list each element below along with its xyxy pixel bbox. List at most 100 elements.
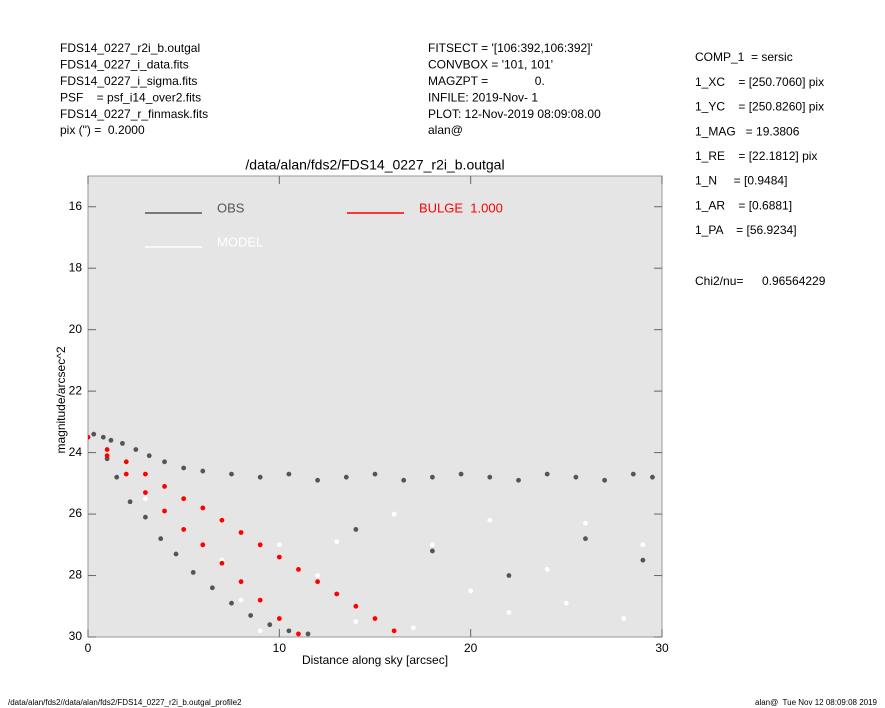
chi2-label: Chi2/nu= xyxy=(695,274,743,288)
data-point xyxy=(583,536,588,542)
data-point xyxy=(516,477,521,483)
header-middle-line: PLOT: 12-Nov-2019 08:09:08.00 xyxy=(428,107,601,121)
data-point xyxy=(162,459,167,465)
data-point xyxy=(209,585,215,591)
data-point xyxy=(229,600,234,606)
data-point xyxy=(487,474,493,480)
data-point xyxy=(190,570,196,575)
data-point xyxy=(219,517,225,523)
data-point xyxy=(430,548,435,554)
data-point xyxy=(343,474,349,480)
data-point xyxy=(181,465,187,471)
data-point xyxy=(276,554,282,560)
x-tick-label: 10 xyxy=(273,641,287,655)
data-point xyxy=(430,474,435,480)
data-point xyxy=(229,471,234,477)
data-point xyxy=(267,622,273,628)
data-point xyxy=(430,542,435,548)
data-point xyxy=(621,616,627,621)
x-tick-label: 20 xyxy=(464,641,478,655)
y-tick-label: 24 xyxy=(69,445,83,459)
data-point xyxy=(257,542,263,548)
data-point xyxy=(88,434,91,440)
header-left-line: pix (") = 0.2000 xyxy=(60,123,145,137)
data-point xyxy=(334,591,340,597)
header-left-line: FDS14_0227_i_sigma.fits xyxy=(60,74,197,88)
header-right-line: 1_N = [0.9484] xyxy=(695,174,787,188)
data-point xyxy=(200,468,206,474)
data-point xyxy=(123,459,129,465)
data-point xyxy=(100,434,106,440)
data-point xyxy=(583,520,588,526)
y-tick-label: 22 xyxy=(69,383,83,397)
header-middle-line: MAGZPT = 0. xyxy=(428,74,545,88)
data-point xyxy=(257,597,263,603)
data-point xyxy=(315,579,320,585)
y-tick-label: 28 xyxy=(69,568,83,582)
data-point xyxy=(506,573,512,578)
chart-title: /data/alan/fds2/FDS14_0227_r2i_b.outgal xyxy=(245,157,504,173)
data-point xyxy=(391,511,397,517)
data-point xyxy=(104,447,110,452)
data-point xyxy=(286,628,292,634)
data-point xyxy=(162,484,167,489)
legend-label: BULGE 1.000 xyxy=(419,200,503,215)
header-right-line: 1_YC = [250.8260] pix xyxy=(695,100,824,114)
data-point xyxy=(458,471,464,477)
data-point xyxy=(563,600,569,606)
header-right-line: 1_AR = [0.6881] xyxy=(695,198,792,212)
data-point xyxy=(123,471,129,477)
data-point xyxy=(173,551,179,557)
data-point xyxy=(391,628,397,634)
data-point xyxy=(602,477,607,483)
header-right-line: 1_PA = [56.9234] xyxy=(695,223,797,237)
data-point xyxy=(181,496,187,502)
y-tick-label: 16 xyxy=(69,199,83,213)
y-tick-label: 26 xyxy=(69,506,83,520)
data-point xyxy=(158,536,164,542)
y-tick-label: 30 xyxy=(69,629,83,643)
data-point xyxy=(410,625,416,631)
data-point xyxy=(238,597,244,603)
data-point xyxy=(640,557,646,563)
data-point xyxy=(544,471,550,477)
data-point xyxy=(296,631,301,637)
data-point xyxy=(372,471,378,477)
header-right-line: 1_XC = [250.7060] pix xyxy=(695,75,824,89)
header-right-line: COMP_1 = sersic xyxy=(695,50,793,64)
data-point xyxy=(238,579,244,585)
data-point xyxy=(296,566,301,572)
data-point xyxy=(238,530,244,535)
legend-label: MODEL xyxy=(217,234,263,249)
y-tick-label: 20 xyxy=(69,322,83,336)
data-point xyxy=(133,447,139,452)
data-point xyxy=(91,431,97,437)
footer-right: alan@ Tue Nov 12 08:09:08 2019 xyxy=(755,698,878,707)
data-point xyxy=(257,474,263,480)
data-point xyxy=(143,490,148,495)
data-point xyxy=(114,474,120,480)
data-point xyxy=(127,499,133,505)
data-point xyxy=(487,517,493,523)
data-point xyxy=(276,616,282,621)
data-point xyxy=(200,542,206,548)
data-point xyxy=(372,616,378,621)
data-point xyxy=(401,477,407,483)
data-point xyxy=(143,471,148,477)
header-right-line: 1_RE = [22.1812] pix xyxy=(695,149,817,163)
data-point xyxy=(630,471,636,477)
data-point xyxy=(334,539,340,545)
header-middle-line: CONVBOX = '101, 101' xyxy=(428,58,553,72)
data-point xyxy=(544,566,550,572)
data-point xyxy=(506,610,512,615)
data-point xyxy=(573,474,579,480)
header-middle-line: INFILE: 2019-Nov- 1 xyxy=(428,90,538,104)
data-point xyxy=(315,573,320,578)
data-point xyxy=(181,527,187,532)
header-middle-line: alan@ xyxy=(428,123,463,137)
data-point xyxy=(257,628,263,634)
header-left-line: FDS14_0227_i_data.fits xyxy=(60,58,189,72)
data-point xyxy=(146,453,152,459)
footer-left: /data/alan/fds2//data/alan/fds2/FDS14_02… xyxy=(8,698,242,707)
